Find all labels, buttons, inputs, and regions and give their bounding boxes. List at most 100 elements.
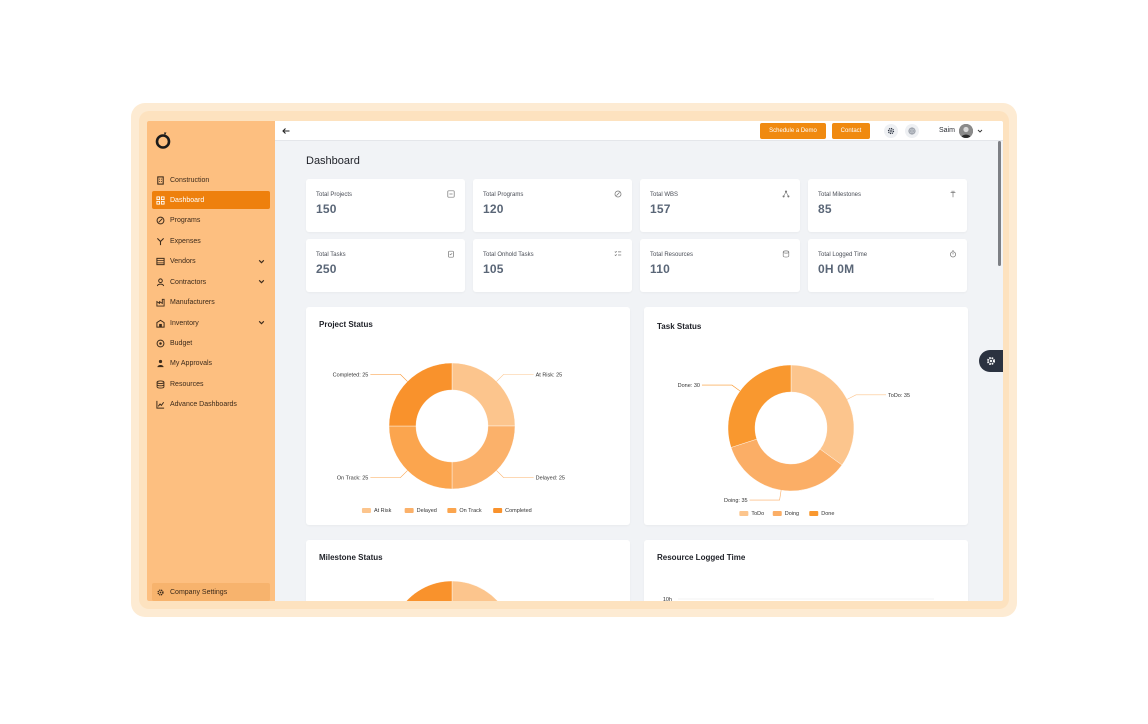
chevron-down-icon[interactable] [977,128,983,134]
legend-label[interactable]: At Risk [374,508,392,514]
slice-done[interactable] [727,364,792,448]
total-programs-icon [614,190,622,198]
sidebar-item-construction[interactable]: Construction [152,171,270,189]
slice-completed[interactable] [390,580,503,601]
total-logged-time-card[interactable]: Total Logged Time 0H 0M [808,239,967,292]
sidebar-item-manufacturers[interactable]: Manufacturers [152,294,270,312]
total-wbs-icon [782,190,790,198]
total-tasks-card[interactable]: Total Tasks 250 [306,239,465,292]
sidebar-item-label: My Approvals [170,360,213,368]
sidebar-item-resources[interactable]: Resources [152,375,270,393]
total-resources-card[interactable]: Total Resources 110 [640,239,800,292]
gear-icon [156,588,165,597]
legend-swatch [361,508,371,513]
sidebar-item-vendors[interactable]: Vendors [152,253,270,271]
sidebar-item-programs[interactable]: Programs [152,212,270,230]
sidebar-item-budget[interactable]: Budget [152,335,270,353]
panel-title: Milestone Status [319,553,383,562]
legend-swatch [809,511,819,516]
floating-settings-button[interactable] [979,350,1003,372]
language-button[interactable] [905,124,919,138]
stat-label: Total WBS [650,192,679,198]
resources-icon [156,380,165,389]
slice-doing[interactable] [730,438,843,492]
sidebar-item-label: Inventory [170,319,199,327]
contact-button[interactable]: Contact [832,123,870,139]
approvals-icon [156,359,165,368]
sidebar-item-label: Programs [170,217,201,225]
stat-value: 150 [316,202,337,216]
chart-icon [156,400,165,409]
back-arrow-icon[interactable] [281,126,291,136]
sidebar-item-label: Budget [170,340,193,347]
stat-value: 85 [818,202,832,216]
callout-label: Done: 30 [678,383,700,389]
resource-logged-time-card: Resource Logged Time 10h [644,540,968,601]
sidebar-item-contractors[interactable]: Contractors [152,273,270,291]
stat-value: 110 [650,262,670,276]
milestone-status-chart: At Risk: 8Completed: 15 [390,580,514,601]
sidebar-item-label: Advance Dashboards [170,401,237,409]
total-programs-card[interactable]: Total Programs 120 [473,179,632,232]
total-milestones-card[interactable]: Total Milestones 85 [808,179,967,232]
expenses-icon [156,237,165,246]
stat-value: 120 [483,202,504,216]
sidebar-item-my-approvals[interactable]: My Approvals [152,355,270,373]
callout-label: At Risk: 25 [536,372,563,378]
legend-swatch [493,508,503,513]
total-wbs-card[interactable]: Total WBS 157 [640,179,800,232]
sidebar-item-label: Expenses [170,237,201,245]
sidebar-item-dashboard[interactable]: Dashboard [152,191,270,210]
gear-icon [987,357,995,365]
y-tick-label: 10h [663,597,672,601]
callout-label: Completed: 25 [333,372,369,378]
settings-button[interactable] [884,124,898,138]
schedule-demo-button[interactable]: Schedule a Demo [760,123,826,139]
callout-line [496,470,534,478]
total-projects-card[interactable]: Total Projects 150 [306,179,465,232]
legend-label[interactable]: On Track [459,508,482,514]
sidebar-item-company-settings[interactable]: Company Settings [152,583,270,601]
total-onhold-tasks-card[interactable]: Total Onhold Tasks 105 [473,239,632,292]
chevron-down-icon[interactable] [258,319,265,326]
legend-label[interactable]: ToDo [751,511,764,517]
callout-line [701,384,741,392]
slice-at-risk[interactable] [451,362,516,427]
total-onhold-tasks-icon [614,250,622,257]
chevron-down-icon[interactable] [258,278,265,285]
milestone-status-card: Milestone Status At Risk: 8Completed: 15 [306,540,630,601]
slice-completed[interactable] [388,362,453,427]
user-name[interactable]: Saim [939,127,955,134]
building-icon [156,175,165,185]
stat-value: 0H 0M [818,262,855,276]
callout-line [749,490,782,501]
stat-value: 250 [316,262,337,276]
stat-value: 157 [650,202,671,216]
topbar: Schedule a Demo Contact Saim [275,121,1003,141]
slice-delayed[interactable] [451,425,516,490]
sidebar-item-inventory[interactable]: Inventory [152,314,270,332]
page-title: Dashboard [306,155,360,167]
gear-icon [887,127,895,135]
sidebar-item-expenses[interactable]: Expenses [152,232,270,250]
sidebar-item-label: Resources [170,380,204,388]
legend-label[interactable]: Done [821,511,834,517]
sidebar-item-advance-dashboards[interactable]: Advance Dashboards [152,396,270,414]
dashboard-icon [156,196,165,205]
legend-label[interactable]: Completed [505,508,532,514]
chevron-down-icon[interactable] [258,258,265,265]
slice-todo[interactable] [790,364,855,466]
avatar[interactable] [959,124,973,138]
legend-label[interactable]: Doing [785,511,799,517]
slice-at-risk[interactable] [451,580,514,601]
sidebar-item-label: Contractors [170,278,207,286]
scrollbar[interactable] [998,141,1001,266]
budget-icon [156,339,165,348]
legend-label[interactable]: Delayed [417,508,437,514]
panel-title: Resource Logged Time [657,553,746,562]
sidebar-nav: Construction Dashboard Programs Expenses Ven… [152,171,270,416]
callout-line [846,394,887,400]
stat-label: Total Onhold Tasks [483,252,534,258]
slice-on-track[interactable] [388,425,453,490]
stat-label: Total Projects [316,192,353,198]
